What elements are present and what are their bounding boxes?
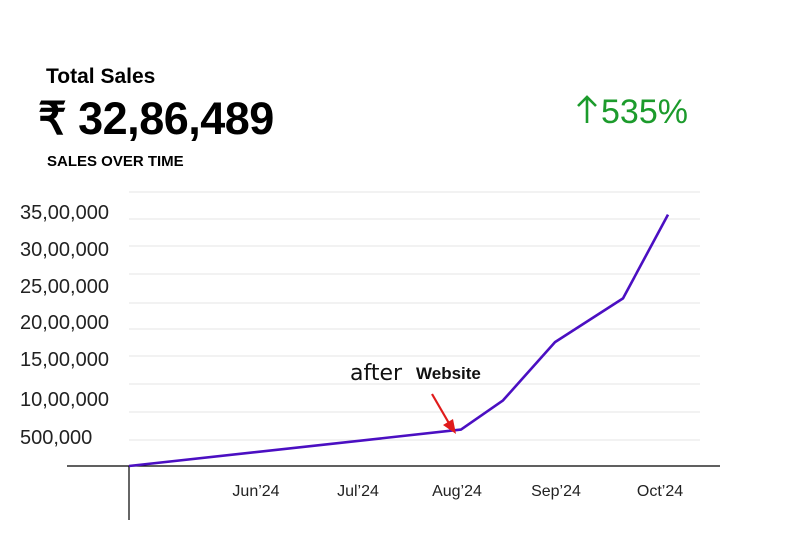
- total-sales-value: ₹ 32,86,489: [38, 93, 274, 144]
- y-tick-label: 30,00,000: [20, 239, 109, 261]
- y-tick-label: 35,00,000: [20, 202, 109, 224]
- annotation-arrowhead: [443, 419, 456, 434]
- y-axis-ticks: 500,000 10,00,000 15,00,000 20,00,000 25,00,…: [20, 202, 109, 449]
- gridlines: [129, 191, 700, 441]
- x-tick-label: Aug’24: [432, 483, 482, 500]
- x-tick-label: Sep’24: [531, 483, 581, 500]
- chart-title: Total Sales: [46, 65, 156, 88]
- annotation-arrow: [431, 393, 451, 426]
- x-axis-ticks: Jun’24 Jul’24 Aug’24 Sep’24 Oct’24: [232, 483, 683, 500]
- chart-subtitle: SALES OVER TIME: [47, 153, 184, 170]
- x-tick-label: Oct’24: [637, 483, 683, 500]
- y-tick-label: 10,00,000: [20, 389, 109, 411]
- annotation: after Website: [350, 361, 481, 434]
- growth-indicator: 535%: [573, 93, 688, 132]
- x-tick-label: Jul’24: [337, 483, 379, 500]
- annotation-website-text: Website: [416, 364, 481, 383]
- annotation-after-text: after: [350, 361, 403, 386]
- y-tick-label: 500,000: [20, 427, 92, 449]
- y-tick-label: 25,00,000: [20, 276, 109, 298]
- sales-series-line: [128, 213, 670, 468]
- growth-percent: 535%: [601, 93, 688, 131]
- y-tick-label: 15,00,000: [20, 349, 109, 371]
- y-tick-label: 20,00,000: [20, 312, 109, 334]
- series-layer: [128, 213, 670, 468]
- arrow-up-icon: [577, 95, 597, 123]
- x-tick-label: Jun’24: [232, 483, 279, 500]
